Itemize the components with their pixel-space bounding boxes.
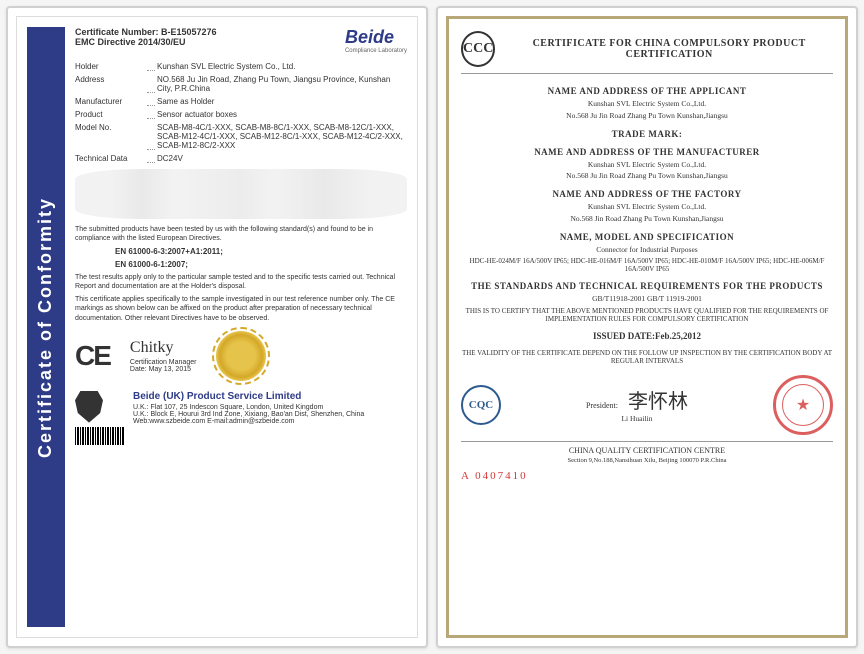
label: Model No. [75,123,145,150]
mfr-addr: No.568 Ju Jin Road Zhang Pu Town Kunshan… [461,171,833,181]
footer-web: Web:www.szbeide.com E-mail:admin@szbeide… [133,418,407,425]
cert-inner-left: Certificate of Conformity Certificate Nu… [16,16,418,638]
label: Product [75,110,145,119]
value: Sensor actuator boxes [157,110,407,119]
validity: THE VALIDITY OF THE CERTIFICATE DEPEND O… [461,349,833,365]
right-content: CCC CERTIFICATE FOR CHINA COMPULSORY PRO… [461,31,833,482]
spec-sub: Connector for Industrial Purposes [461,245,833,255]
ccc-title: CERTIFICATE FOR CHINA COMPULSORY PRODUCT… [505,38,833,60]
field-product: Product Sensor actuator boxes [75,110,407,119]
field-tech: Technical Data DC24V [75,154,407,163]
left-content: Certificate Number: B-E15057276 EMC Dire… [75,27,407,627]
value: SCAB-M8-4C/1-XXX, SCAB-M8-8C/1-XXX, SCAB… [157,123,407,150]
field-model: Model No. SCAB-M8-4C/1-XXX, SCAB-M8-8C/1-… [75,123,407,150]
field-manufacturer: Manufacturer Same as Holder [75,97,407,106]
mfr: Kunshan SVL Electric System Co.,Ltd. [461,160,833,170]
footer-addr: Section 9,No.188,Nansihuan Xilu, Beijing… [461,457,833,464]
signature-row: CE Chitky Certification Manager Date: Ma… [75,331,407,381]
right-footer: CQC President: 李怀林 Li Huailin [461,375,833,435]
field-address: Address NO.568 Ju Jin Road, Zhang Pu Town… [75,75,407,93]
cqc-logo-icon: CQC [461,385,501,425]
compliance-1: The submitted products have been tested … [75,225,407,243]
president-label: President: [586,401,618,410]
trademark-title: TRADE MARK: [461,129,833,139]
ccc-header: CCC CERTIFICATE FOR CHINA COMPULSORY PRO… [461,31,833,74]
cert-number: A 0407410 [461,470,833,482]
footer-left: Beide (UK) Product Service Limited U.K.:… [75,391,407,445]
footer-addr1: U.K.: Flat 107, 25 Indescon Square, Lond… [133,404,407,411]
footer-org: CHINA QUALITY CERTIFICATION CENTRE [461,446,833,455]
std: GB/T11918-2001 GB/T 11919-2001 [461,294,833,304]
directive: EMC Directive 2014/30/EU [75,37,217,47]
compliance-3: This certificate applies specifically to… [75,295,407,322]
signature-block: Chitky Certification Manager Date: May 1… [130,339,197,373]
std-title: THE STANDARDS AND TECHNICAL REQUIREMENTS… [461,281,833,291]
applicant: Kunshan SVL Electric System Co.,Ltd. [461,99,833,109]
ce-mark-icon: CE [75,340,110,372]
gold-seal-icon [216,331,266,381]
standard-2: EN 61000-6-1:2007; [115,260,407,269]
sig-name: Certification Manager [130,359,197,366]
footer-title: Beide (UK) Product Service Limited [133,391,407,402]
factory-title: NAME AND ADDRESS OF THE FACTORY [461,189,833,199]
standard-1: EN 61000-6-3:2007+A1:2011; [115,247,407,256]
applicant-title: NAME AND ADDRESS OF THE APPLICANT [461,86,833,96]
cert-number: Certificate Number: B-E15057276 [75,27,217,37]
beide-logo: Beide [345,27,407,48]
coat-arms-icon [75,391,103,423]
world-map-icon [75,169,407,219]
value: Same as Holder [157,97,407,106]
blue-sidebar: Certificate of Conformity [27,27,65,627]
left-header: Certificate Number: B-E15057276 EMC Dire… [75,27,407,54]
issued-date: ISSUED DATE:Feb.25,2012 [461,331,833,341]
label: Address [75,75,145,93]
footer-text: Beide (UK) Product Service Limited U.K.:… [133,391,407,425]
label: Holder [75,62,145,71]
cert-inner-right: CCC CERTIFICATE FOR CHINA COMPULSORY PRO… [446,16,848,638]
footer-addr2: U.K.: Block E, Hourui 3rd Ind Zone, Xixi… [133,411,407,418]
red-seal-icon [773,375,833,435]
sidebar-title: Certificate of Conformity [36,196,57,457]
ccc-logo-icon: CCC [461,31,495,67]
cqc-footer: CHINA QUALITY CERTIFICATION CENTRE Secti… [461,441,833,464]
value: NO.568 Ju Jin Road, Zhang Pu Town, Jiang… [157,75,407,93]
president-block: President: 李怀林 Li Huailin [586,385,688,426]
factory: Kunshan SVL Electric System Co.,Ltd. [461,202,833,212]
spec-detail: HDC-HE-024M/F 16A/500V IP65; HDC-HE-016M… [461,257,833,273]
header-left: Certificate Number: B-E15057276 EMC Dire… [75,27,217,54]
field-holder: Holder Kunshan SVL Electric System Co., L… [75,62,407,71]
factory-addr: No.568 Jin Road Zhang Pu Town Kunshan,Ji… [461,214,833,224]
label: Manufacturer [75,97,145,106]
certificate-right: CCC CERTIFICATE FOR CHINA COMPULSORY PRO… [436,6,858,648]
applicant-addr: No.568 Ju Jin Road Zhang Pu Town Kunshan… [461,111,833,121]
barcode-icon [75,427,125,445]
president-signature-icon: 李怀林 [628,391,688,413]
certificate-left: Certificate of Conformity Certificate Nu… [6,6,428,648]
mfr-title: NAME AND ADDRESS OF THE MANUFACTURER [461,147,833,157]
signature-icon: Chitky [130,339,197,357]
spec-title: NAME, MODEL AND SPECIFICATION [461,232,833,242]
logo-block: Beide Compliance Laboratory [345,27,407,54]
compliance-2: The test results apply only to the parti… [75,273,407,291]
beide-sub: Compliance Laboratory [345,48,407,54]
value: DC24V [157,154,407,163]
label: Technical Data [75,154,145,163]
coat-barcode [75,391,125,445]
certify: THIS IS TO CERTIFY THAT THE ABOVE MENTIO… [461,307,833,323]
president-name: Li Huailin [586,414,688,424]
value: Kunshan SVL Electric System Co., Ltd. [157,62,407,71]
sig-date: Date: May 13, 2015 [130,366,197,373]
